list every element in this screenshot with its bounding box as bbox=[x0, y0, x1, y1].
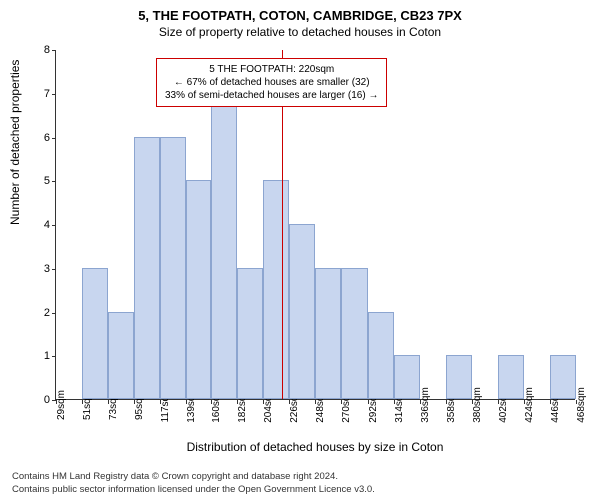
x-tick-mark bbox=[56, 400, 57, 404]
x-tick-mark bbox=[550, 400, 551, 404]
x-tick-mark bbox=[186, 400, 187, 404]
histogram-bar bbox=[341, 268, 367, 399]
x-tick-mark bbox=[394, 400, 395, 404]
x-tick-mark bbox=[211, 400, 212, 404]
histogram-bar bbox=[160, 137, 186, 400]
x-tick-mark bbox=[315, 400, 316, 404]
x-axis-label: Distribution of detached houses by size … bbox=[55, 440, 575, 454]
histogram-bar bbox=[82, 268, 108, 399]
histogram-bar bbox=[550, 355, 576, 399]
plot-area: 01234567829sqm51sqm73sqm95sqm117sqm139sq… bbox=[55, 50, 575, 400]
chart-subtitle: Size of property relative to detached ho… bbox=[0, 23, 600, 39]
footer-line-2: Contains public sector information licen… bbox=[12, 484, 375, 496]
x-tick-mark bbox=[108, 400, 109, 404]
histogram-bar bbox=[446, 355, 472, 399]
x-tick-mark bbox=[576, 400, 577, 404]
x-tick-mark bbox=[82, 400, 83, 404]
x-tick-mark bbox=[446, 400, 447, 404]
info-line-3: 33% of semi-detached houses are larger (… bbox=[165, 89, 378, 102]
x-tick-mark bbox=[263, 400, 264, 404]
x-tick-mark bbox=[134, 400, 135, 404]
histogram-bar bbox=[237, 268, 263, 399]
histogram-bar bbox=[394, 355, 420, 399]
x-tick-mark bbox=[524, 400, 525, 404]
y-tick-mark bbox=[52, 356, 56, 357]
y-tick-mark bbox=[52, 269, 56, 270]
histogram-bar bbox=[211, 93, 237, 399]
info-box: 5 THE FOOTPATH: 220sqm← 67% of detached … bbox=[156, 58, 387, 107]
x-tick-mark bbox=[289, 400, 290, 404]
x-tick-mark bbox=[160, 400, 161, 404]
y-axis-label: Number of detached properties bbox=[8, 60, 22, 225]
x-tick-mark bbox=[472, 400, 473, 404]
y-tick-mark bbox=[52, 181, 56, 182]
x-tick-mark bbox=[498, 400, 499, 404]
footer-attribution: Contains HM Land Registry data © Crown c… bbox=[12, 471, 375, 496]
histogram-bar bbox=[315, 268, 341, 399]
y-tick-mark bbox=[52, 138, 56, 139]
x-tick-mark bbox=[420, 400, 421, 404]
y-tick-mark bbox=[52, 225, 56, 226]
x-tick-mark bbox=[368, 400, 369, 404]
x-tick-label: 380sqm bbox=[472, 387, 483, 423]
histogram-bar bbox=[186, 180, 211, 399]
histogram-bar bbox=[108, 312, 134, 400]
y-tick-mark bbox=[52, 94, 56, 95]
y-tick-mark bbox=[52, 313, 56, 314]
histogram-bar bbox=[289, 224, 315, 399]
histogram-bar bbox=[134, 137, 160, 400]
x-tick-label: 336sqm bbox=[420, 387, 431, 423]
y-tick-mark bbox=[52, 50, 56, 51]
x-tick-mark bbox=[237, 400, 238, 404]
footer-line-1: Contains HM Land Registry data © Crown c… bbox=[12, 471, 375, 483]
histogram-bar bbox=[498, 355, 524, 399]
x-tick-label: 424sqm bbox=[524, 387, 535, 423]
histogram-bar bbox=[368, 312, 394, 400]
x-tick-mark bbox=[341, 400, 342, 404]
info-line-2: ← 67% of detached houses are smaller (32… bbox=[165, 76, 378, 89]
info-line-1: 5 THE FOOTPATH: 220sqm bbox=[165, 63, 378, 76]
chart-title: 5, THE FOOTPATH, COTON, CAMBRIDGE, CB23 … bbox=[0, 0, 600, 23]
x-tick-label: 29sqm bbox=[56, 390, 67, 420]
histogram-bar bbox=[263, 180, 289, 399]
x-tick-label: 468sqm bbox=[576, 387, 587, 423]
